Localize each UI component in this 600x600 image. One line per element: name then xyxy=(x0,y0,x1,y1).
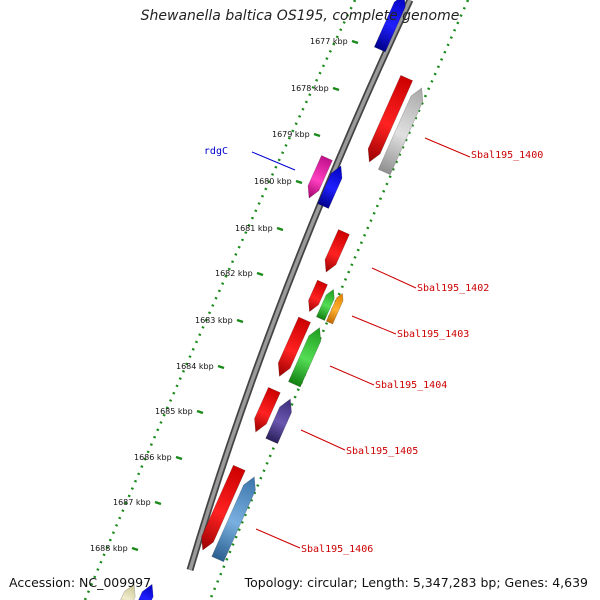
major-tick-mark xyxy=(175,455,183,461)
callout-line xyxy=(329,365,375,386)
gene-arrow[interactable] xyxy=(273,316,311,379)
major-tick-mark xyxy=(276,226,284,232)
gene-arrow[interactable] xyxy=(363,74,414,164)
tick-label: 1685 kbp xyxy=(155,407,193,416)
tick-label: 1681 kbp xyxy=(235,224,273,233)
genome-summary-text: Topology: circular; Length: 5,347,283 bp… xyxy=(244,575,588,590)
gene-arrow[interactable] xyxy=(211,474,260,563)
callout-line xyxy=(300,429,346,451)
major-tick-mark xyxy=(332,86,340,92)
tick-label: 1679 kbp xyxy=(272,130,310,139)
major-tick-mark xyxy=(131,546,139,552)
major-tick-mark xyxy=(256,271,264,277)
major-tick-mark xyxy=(351,39,359,45)
callout-line xyxy=(255,528,301,549)
gene-arrow[interactable] xyxy=(288,325,325,388)
callout-line xyxy=(251,151,296,171)
tick-label: 1683 kbp xyxy=(195,316,233,325)
tick-label: 1684 kbp xyxy=(176,362,214,371)
genome-title: Shewanella baltica OS195, complete genom… xyxy=(140,8,460,24)
gene-arrow[interactable] xyxy=(373,0,409,53)
gene-arrow[interactable] xyxy=(250,386,281,434)
gene-label[interactable]: Sbal195_1406 xyxy=(301,544,373,555)
gene-label[interactable]: Sbal195_1404 xyxy=(375,380,447,391)
gene-arrow[interactable] xyxy=(134,582,157,600)
gene-label[interactable]: Sbal195_1402 xyxy=(417,283,489,294)
gene-arrow[interactable] xyxy=(377,85,427,176)
gene-arrow[interactable] xyxy=(265,396,297,445)
gene-arrow[interactable] xyxy=(304,155,333,200)
callout-line xyxy=(424,137,471,158)
tick-label: 1687 kbp xyxy=(113,498,151,507)
gene-label[interactable]: Sbal195_1403 xyxy=(397,329,469,340)
tick-label: 1677 kbp xyxy=(310,37,348,46)
gene-arrow[interactable] xyxy=(317,163,347,209)
tick-label: 1682 kbp xyxy=(215,269,253,278)
major-tick-mark xyxy=(196,409,204,415)
tick-labels: 1677 kbp 1678 kbp 1679 kbp 1680 kbp 1681 kbp… xyxy=(90,37,348,553)
tick-label: 1686 kbp xyxy=(134,453,172,462)
major-tick-mark xyxy=(295,179,303,185)
gene-arrow[interactable] xyxy=(197,464,246,553)
gene-arrow[interactable] xyxy=(116,582,139,600)
major-tick-mark xyxy=(217,364,225,370)
tick-label: 1688 kbp xyxy=(90,544,128,553)
gene-label[interactable]: Sbal195_1405 xyxy=(346,446,418,457)
gene-label[interactable]: Sbal195_1400 xyxy=(471,150,543,161)
tick-label: 1678 kbp xyxy=(291,84,329,93)
callout-line xyxy=(371,267,417,289)
major-ticks xyxy=(131,39,359,552)
genes xyxy=(116,0,427,600)
gene-arrow[interactable] xyxy=(315,288,337,321)
accession-text: Accession: NC_009997 xyxy=(9,575,152,590)
gene-arrow[interactable] xyxy=(321,229,350,274)
major-tick-mark xyxy=(313,132,321,138)
major-tick-mark xyxy=(236,318,244,324)
gene-arrow[interactable] xyxy=(304,279,328,314)
callout-line xyxy=(351,315,397,335)
gene-callouts: rdgC Sbal195_1400 Sbal195_1402 Sbal195_1403… xyxy=(204,137,543,555)
tick-label: 1680 kbp xyxy=(254,177,292,186)
gene-label[interactable]: rdgC xyxy=(204,146,228,157)
major-tick-mark xyxy=(154,500,162,506)
gene-arrow[interactable] xyxy=(325,292,345,325)
